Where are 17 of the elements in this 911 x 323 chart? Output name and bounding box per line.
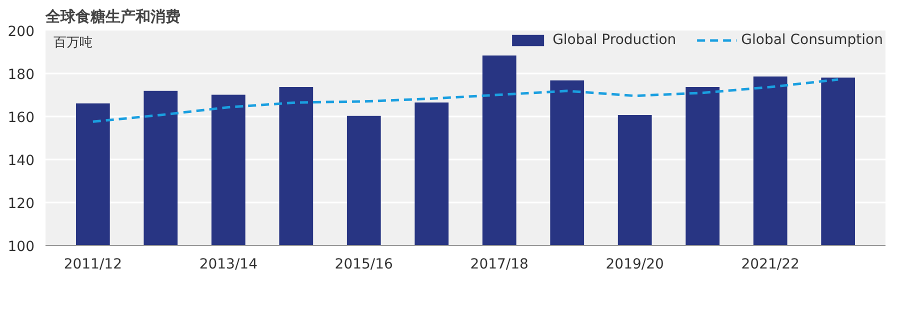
y-tick-label: 140 (8, 153, 35, 169)
line-series (92, 78, 840, 123)
y-tick-label: 200 (8, 24, 35, 40)
y-tick-label: 180 (8, 67, 35, 83)
x-tick-label: 2011/12 (64, 256, 122, 272)
y-tick-label: 120 (8, 196, 35, 212)
y-tick-label: 100 (8, 239, 35, 255)
chart-title: 全球食糖生产和消费 (44, 8, 180, 26)
x-tick-label: 2021/22 (741, 256, 800, 272)
legend-label: Global Consumption (741, 32, 883, 48)
x-tick-label: 2017/18 (470, 256, 528, 272)
x-tick-label: 2013/14 (199, 256, 258, 272)
y-axis-title: 百万吨 (54, 36, 92, 50)
x-tick-label: 2019/20 (606, 256, 664, 272)
y-tick-label: 160 (8, 110, 35, 126)
legend-label: Global Production (552, 32, 676, 48)
x-tick-label: 2015/16 (334, 256, 394, 272)
